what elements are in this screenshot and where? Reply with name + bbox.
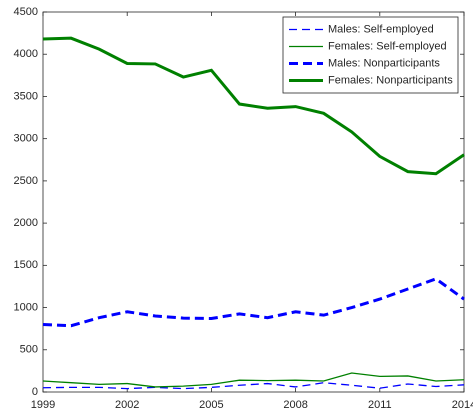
- x-tick-label: 2005: [199, 399, 223, 411]
- legend-label: Males: Nonparticipants: [328, 57, 440, 69]
- y-tick-label: 1500: [14, 259, 38, 271]
- legend-label: Males: Self-employed: [328, 23, 434, 35]
- y-tick-label: 500: [20, 344, 38, 356]
- y-tick-label: 3000: [14, 133, 38, 145]
- y-tick-label: 4500: [14, 6, 38, 18]
- x-tick-label: 2008: [283, 399, 307, 411]
- x-tick-label: 1999: [31, 399, 55, 411]
- legend-label: Females: Nonparticipants: [328, 74, 453, 86]
- series-line: [42, 372, 465, 388]
- y-tick-label: 2000: [14, 217, 38, 229]
- y-tick-label: 4000: [14, 48, 38, 60]
- x-tick-label: 2011: [368, 399, 392, 411]
- legend-label: Females: Self-employed: [328, 40, 447, 52]
- y-tick-label: 0: [32, 386, 38, 398]
- x-tick-label: 2014: [452, 399, 473, 411]
- x-tick-label: 2002: [115, 399, 139, 411]
- plot-frame: [42, 11, 465, 393]
- y-tick-label: 3500: [14, 90, 38, 102]
- series-line: [42, 277, 465, 328]
- series-line: [42, 36, 465, 176]
- series-line: [42, 382, 465, 390]
- y-tick-label: 1000: [14, 301, 38, 313]
- y-tick-label: 2500: [14, 175, 38, 187]
